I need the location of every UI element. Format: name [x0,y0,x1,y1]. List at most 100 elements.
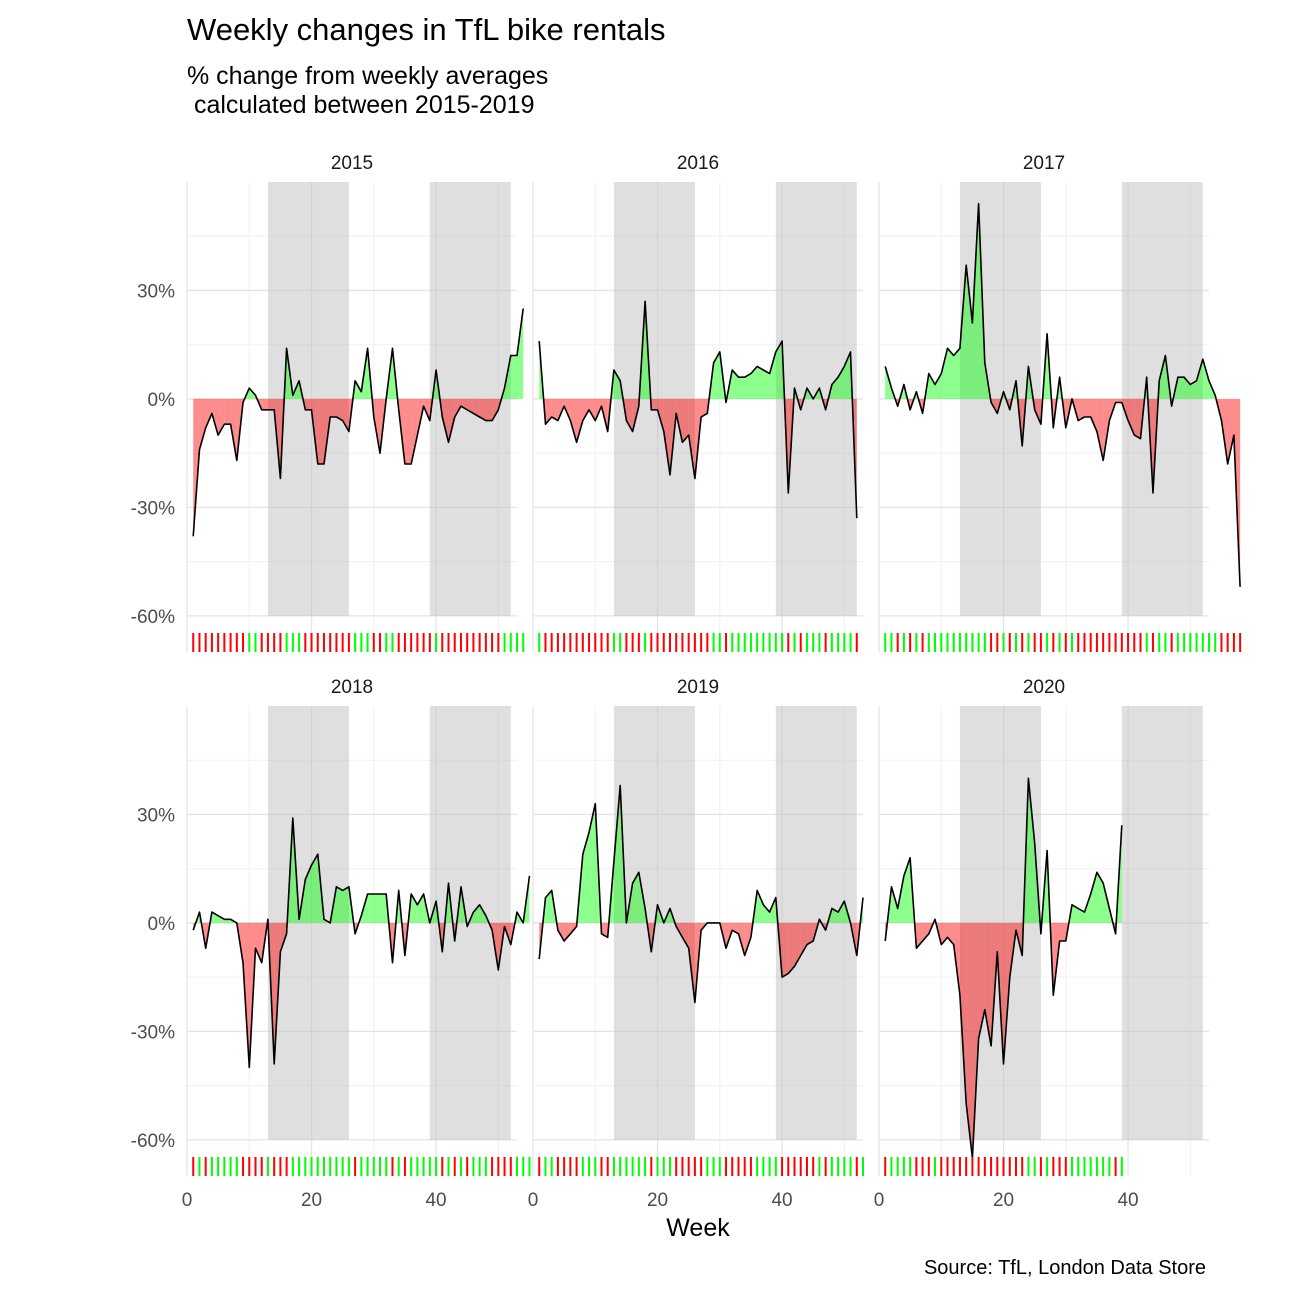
negative-area [479,398,486,421]
negative-area [1059,922,1066,941]
positive-area [738,377,745,399]
negative-area [959,922,967,1104]
negative-area [224,398,231,425]
negative-area [782,922,789,978]
y-tick-label: -60% [131,1131,175,1152]
negative-area [582,398,590,421]
positive-area [769,897,776,923]
negative-area [564,922,571,941]
positive-area [838,901,845,923]
positive-area [342,886,349,923]
shaded-period [267,182,349,616]
positive-area [941,348,948,399]
negative-area [663,398,670,475]
negative-area [576,398,583,443]
shaded-period [775,706,857,1140]
positive-area [744,373,751,399]
rug-ticks [538,1157,864,1176]
positive-area [336,886,343,923]
negative-area [467,398,474,414]
negative-area [922,922,929,941]
positive-area [355,380,362,399]
negative-area [261,398,268,410]
negative-area [336,398,343,421]
positive-area [966,265,973,399]
negative-area [701,398,708,417]
negative-area [794,922,801,967]
x-tick-label: 40 [771,1190,792,1211]
negative-area [448,398,455,443]
negative-area [1034,398,1041,425]
positive-area [1028,778,1035,923]
negative-area [485,398,493,421]
negative-area [788,922,795,974]
positive-area [763,370,770,399]
negative-area [473,398,480,417]
positive-area [224,919,231,923]
negative-area [411,398,418,464]
positive-area [380,894,387,923]
facet-panel-2019: 2019 0 20 40 [528,677,864,1211]
negative-area [454,398,461,417]
positive-area [613,785,621,923]
positive-area [1090,872,1097,923]
chart-caption: Source: TfL, London Data Store [923,1257,1206,1279]
positive-area [1190,380,1197,399]
rug-ticks [192,1157,531,1176]
negative-area [317,398,324,464]
positive-area [582,832,590,923]
shaded-period [959,182,1041,616]
negative-area [682,398,689,443]
chart-subtitle: % change from weekly averages calculated… [187,62,549,119]
negative-area [330,398,337,417]
series-line [538,784,864,1004]
positive-area [1177,377,1185,399]
positive-area [545,890,552,923]
negative-area [570,398,577,443]
shaded-period [1121,182,1203,616]
positive-area [367,894,374,923]
negative-area [1128,398,1135,436]
series-line [884,202,1241,587]
positive-area [473,904,480,923]
y-tick-label: 30% [137,805,175,826]
y-tick-label: -30% [131,1022,175,1043]
positive-area [903,857,911,923]
x-tick-label: 20 [301,1190,322,1211]
negative-area [1134,398,1141,439]
x-tick-label: 0 [182,1190,193,1211]
positive-area [1072,904,1079,923]
negative-area [806,922,814,945]
rug-ticks [884,1157,1123,1176]
positive-area [732,370,739,399]
series-line [192,817,531,1069]
negative-area [1103,398,1110,461]
negative-area [589,398,596,421]
chart-title: Weekly changes in TfL bike rentals [187,12,666,47]
negative-area [1090,398,1097,432]
facet-strip-label: 2019 [677,677,719,698]
negative-area [492,398,499,421]
facet-panel-2020: 2020 0 20 40 [874,677,1209,1211]
x-tick-label: 40 [425,1190,446,1211]
negative-area [1078,398,1085,421]
negative-area [280,922,287,952]
positive-area [1103,883,1110,923]
facet-panel-2018: 2018 -60% -30% 0% 30% 0 20 40 [131,677,531,1211]
negative-area [1084,398,1091,417]
positive-area [517,308,524,399]
positive-area [928,373,936,399]
negative-area [626,398,633,432]
positive-area [713,351,720,399]
y-tick-label: -60% [131,607,175,628]
positive-area [750,366,758,399]
rug-ticks [538,633,858,652]
x-tick-label: 40 [1117,1190,1138,1211]
positive-area [1096,872,1104,923]
negative-area [688,398,695,479]
positive-area [1202,359,1209,399]
positive-area [935,373,942,399]
shaded-period [429,182,511,616]
negative-area [404,398,412,464]
